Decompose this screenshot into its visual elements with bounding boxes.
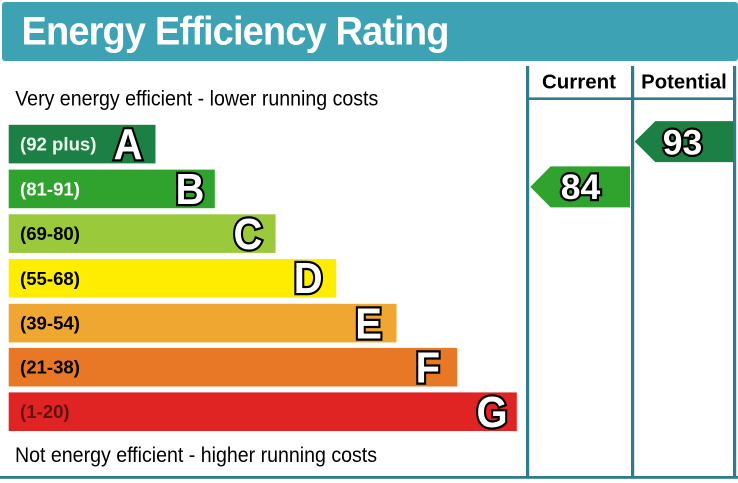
- svg-text:Energy Efficiency Rating: Energy Efficiency Rating: [22, 10, 449, 54]
- svg-text:(21-38): (21-38): [20, 357, 80, 378]
- svg-text:E: E: [355, 299, 382, 348]
- svg-text:C: C: [234, 209, 263, 258]
- svg-text:(81-91): (81-91): [20, 178, 80, 199]
- svg-text:Potential: Potential: [641, 72, 727, 94]
- svg-text:93: 93: [663, 122, 703, 162]
- svg-text:(92 plus): (92 plus): [20, 134, 96, 155]
- svg-text:(69-80): (69-80): [20, 223, 80, 244]
- svg-text:(39-54): (39-54): [20, 313, 80, 334]
- svg-text:Current: Current: [542, 71, 616, 94]
- svg-text:(1-20): (1-20): [20, 401, 70, 422]
- svg-text:Not energy efficient - higher: Not energy efficient - higher running co…: [15, 444, 377, 467]
- svg-text:F: F: [416, 343, 440, 392]
- svg-text:B: B: [175, 165, 204, 214]
- svg-text:(55-68): (55-68): [20, 268, 80, 289]
- svg-text:G: G: [476, 387, 507, 436]
- svg-text:Very energy efficient - lower: Very energy efficient - lower running co…: [15, 88, 378, 111]
- svg-text:84: 84: [561, 167, 601, 207]
- svg-text:D: D: [294, 253, 323, 302]
- svg-text:A: A: [114, 120, 143, 169]
